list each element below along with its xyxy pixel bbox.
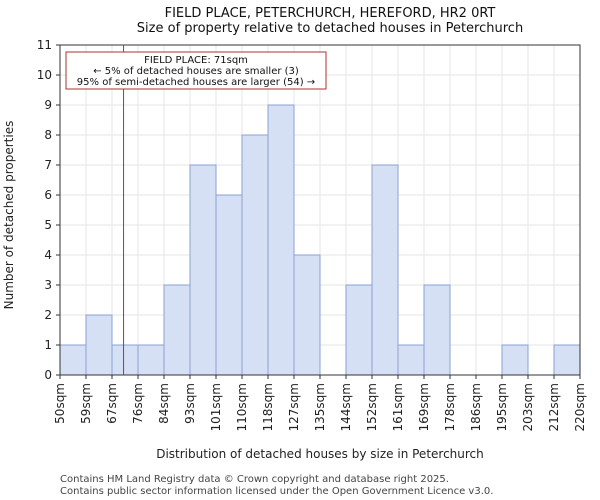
chart-subtitle: Size of property relative to detached ho…: [137, 21, 523, 36]
bar: [215, 194, 243, 376]
x-tick-label: 169sqm: [417, 383, 431, 431]
x-tick-label: 186sqm: [469, 383, 483, 431]
footer-line-1: Contains HM Land Registry data © Crown c…: [60, 474, 449, 485]
y-tick-label: 10: [37, 68, 52, 82]
x-tick-label: 203sqm: [521, 383, 535, 431]
bar: [371, 164, 399, 376]
x-tick-label: 127sqm: [287, 383, 301, 431]
y-tick-label: 4: [44, 248, 52, 262]
y-tick-label: 7: [44, 158, 52, 172]
y-tick-label: 5: [44, 218, 52, 232]
x-tick-label: 93sqm: [183, 383, 197, 424]
annotation-line-2: ← 5% of detached houses are smaller (3): [93, 66, 299, 77]
bar: [163, 284, 191, 376]
footer-line-2: Contains public sector information licen…: [60, 486, 493, 497]
bar: [189, 164, 217, 376]
x-tick-label: 161sqm: [391, 383, 405, 431]
y-tick-label: 3: [44, 278, 52, 292]
bar: [345, 284, 373, 376]
x-tick-label: 195sqm: [495, 383, 509, 431]
y-axis-ticks: 0 1 2 3 4 5 6 7 8 9 10 11: [37, 38, 60, 382]
x-tick-label: 50sqm: [53, 383, 67, 424]
bar: [267, 104, 295, 376]
x-tick-label: 135sqm: [313, 383, 327, 431]
bar: [397, 344, 425, 376]
annotation-line-1: FIELD PLACE: 71sqm: [144, 55, 248, 66]
x-tick-label: 110sqm: [235, 383, 249, 431]
bar: [241, 134, 269, 376]
y-tick-label: 6: [44, 188, 52, 202]
bar: [423, 284, 451, 376]
plot-frame: [59, 44, 581, 376]
x-tick-label: 101sqm: [209, 383, 223, 431]
bar: [85, 314, 113, 376]
y-tick-label: 1: [44, 338, 52, 352]
x-tick-label: 84sqm: [157, 383, 171, 424]
x-tick-label: 59sqm: [79, 383, 93, 424]
y-tick-label: 2: [44, 308, 52, 322]
annotation-box: FIELD PLACE: 71sqm ← 5% of detached hous…: [65, 51, 327, 90]
y-axis-label: Number of detached properties: [2, 121, 16, 310]
x-axis-label: Distribution of detached houses by size …: [156, 447, 484, 461]
x-tick-label: 212sqm: [547, 383, 561, 431]
y-tick-label: 8: [44, 128, 52, 142]
bar: [137, 344, 165, 376]
bars: [59, 104, 581, 376]
y-tick-label: 0: [44, 368, 52, 382]
x-axis-ticks: 50sqm 59sqm 67sqm 76sqm 84sqm 93sqm 101sqm 110s…: [53, 375, 587, 431]
bar: [501, 344, 529, 376]
x-tick-label: 178sqm: [443, 383, 457, 431]
x-tick-label: 220sqm: [573, 383, 587, 431]
bar: [111, 344, 139, 376]
annotation-border: [65, 51, 327, 90]
y-tick-label: 11: [37, 38, 52, 52]
annotation-line-3: 95% of semi-detached houses are larger (…: [77, 77, 315, 88]
bar: [293, 254, 321, 376]
x-tick-label: 152sqm: [365, 383, 379, 431]
chart-title: FIELD PLACE, PETERCHURCH, HEREFORD, HR2 …: [165, 6, 496, 21]
x-tick-label: 118sqm: [261, 383, 275, 431]
y-tick-label: 9: [44, 98, 52, 112]
bar: [59, 344, 87, 376]
x-tick-label: 144sqm: [339, 383, 353, 431]
bar: [553, 344, 581, 376]
x-tick-label: 67sqm: [105, 383, 119, 424]
x-tick-label: 76sqm: [131, 383, 145, 424]
